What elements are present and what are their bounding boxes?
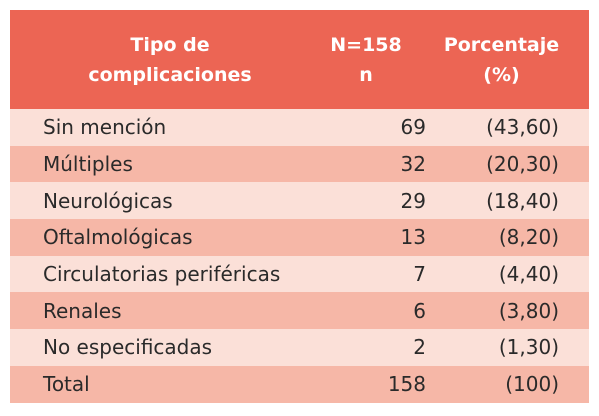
row-type: Neurológicas bbox=[43, 188, 173, 213]
complications-table: Tipo de complicaciones N=158 n Porcentaj… bbox=[10, 10, 589, 403]
row-percentage: (18,40) bbox=[486, 188, 559, 213]
table-header: Tipo de complicaciones N=158 n Porcentaj… bbox=[10, 10, 589, 109]
row-percentage: (20,30) bbox=[486, 152, 559, 177]
header-col3-line2: (%) bbox=[483, 63, 520, 86]
header-col2-line1: N=158 bbox=[330, 33, 402, 56]
header-col2-line2: n bbox=[359, 63, 373, 86]
row-count: 13 bbox=[400, 225, 426, 250]
row-type: Múltiples bbox=[43, 152, 133, 177]
table-row: Renales 6 (3,80) bbox=[10, 292, 589, 330]
table-row: Múltiples 32 (20,30) bbox=[10, 145, 589, 183]
table-row: Neurológicas 29 (18,40) bbox=[10, 182, 589, 220]
header-count: N=158 n bbox=[330, 10, 426, 109]
table-row-total: Total 158 (100) bbox=[10, 365, 589, 403]
row-percentage: (100) bbox=[505, 372, 559, 397]
row-count: 6 bbox=[413, 298, 426, 323]
row-type: Total bbox=[43, 372, 90, 397]
row-percentage: (43,60) bbox=[486, 115, 559, 140]
row-type: No especificadas bbox=[43, 335, 213, 360]
row-count: 32 bbox=[400, 152, 426, 177]
row-percentage: (3,80) bbox=[498, 298, 559, 323]
table-row: Circulatorias periféricas 7 (4,40) bbox=[10, 255, 589, 293]
row-type: Oftalmológicas bbox=[43, 225, 193, 250]
header-col3-line1: Porcentaje bbox=[443, 33, 560, 56]
table-row: Oftalmológicas 13 (8,20) bbox=[10, 219, 589, 256]
header-complication-type: Tipo de complicaciones bbox=[10, 10, 330, 109]
row-percentage: (1,30) bbox=[498, 335, 559, 360]
complications-table-container: Tipo de complicaciones N=158 n Porcentaj… bbox=[10, 10, 589, 410]
row-count: 2 bbox=[413, 335, 426, 360]
row-type: Circulatorias periféricas bbox=[43, 262, 281, 287]
row-percentage: (4,40) bbox=[498, 262, 559, 287]
table-row: Sin mención 69 (43,60) bbox=[10, 109, 589, 146]
table-row: No especificadas 2 (1,30) bbox=[10, 329, 589, 366]
row-count: 29 bbox=[400, 188, 426, 213]
header-col1-line2: complicaciones bbox=[88, 63, 252, 86]
table-body: Sin mención 69 (43,60) Múltiples 32 (20,… bbox=[10, 109, 589, 403]
header-col1-line1: Tipo de bbox=[130, 33, 210, 56]
row-count: 69 bbox=[400, 115, 426, 140]
row-type: Renales bbox=[43, 298, 122, 323]
row-count: 7 bbox=[413, 262, 426, 287]
header-percentage: Porcentaje (%) bbox=[426, 10, 589, 109]
row-count: 158 bbox=[387, 372, 426, 397]
row-type: Sin mención bbox=[43, 115, 167, 140]
header-row: Tipo de complicaciones N=158 n Porcentaj… bbox=[10, 10, 589, 109]
row-percentage: (8,20) bbox=[498, 225, 559, 250]
